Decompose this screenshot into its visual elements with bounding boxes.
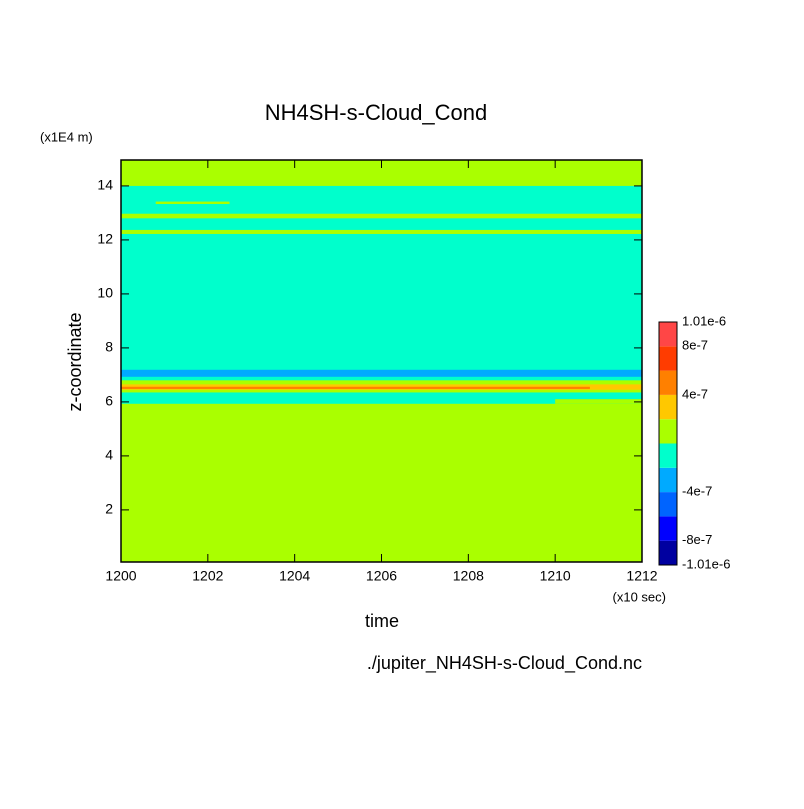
y-tick-label: 4: [105, 447, 113, 463]
y-tick-label: 2: [105, 501, 113, 517]
colorbar-frame: [658, 321, 678, 566]
x-tick-label: 1212: [626, 568, 657, 584]
y-tick-label: 10: [97, 285, 113, 301]
contour-band: [121, 229, 642, 234]
y-tick-label: 6: [105, 393, 113, 409]
colorbar-swatch: [659, 516, 677, 541]
colorbar-swatch: [659, 370, 677, 395]
file-label: ./jupiter_NH4SH-s-Cloud_Cond.nc: [367, 653, 642, 674]
colorbar-swatch: [659, 322, 677, 347]
colorbar-swatch: [659, 443, 677, 468]
contour-band: [121, 185, 642, 404]
contour-band: [155, 201, 230, 205]
colorbar-label: 4e-7: [682, 386, 708, 401]
x-tick-label: 1202: [192, 568, 223, 584]
colorbar-swatch: [659, 492, 677, 517]
y-tick-label: 12: [97, 231, 113, 247]
x-tick-label: 1204: [279, 568, 310, 584]
x-tick-label: 1210: [540, 568, 571, 584]
y-axis-label: z-coordinate: [65, 312, 85, 411]
colorbar-label: 8e-7: [682, 338, 708, 353]
colorbar-label: 1.01e-6: [682, 313, 726, 328]
chart-title: NH4SH-s-Cloud_Cond: [265, 100, 488, 125]
colorbar-label: -4e-7: [682, 484, 712, 499]
x-unit: (x10 sec): [613, 589, 666, 604]
contour-band: [121, 369, 642, 377]
y-tick-label: 8: [105, 339, 113, 355]
colorbar-swatch: [659, 346, 677, 371]
x-tick-label: 1200: [105, 568, 136, 584]
y-unit: (x1E4 m): [40, 129, 93, 144]
colorbar-label: -8e-7: [682, 532, 712, 547]
x-axis-label: time: [365, 611, 399, 631]
colorbar-swatch: [659, 467, 677, 493]
colorbar-swatch: [659, 540, 677, 565]
colorbar-swatch: [659, 394, 677, 420]
colorbar-label: -1.01e-6: [682, 556, 730, 571]
contour-band: [555, 399, 642, 404]
x-tick-label: 1208: [453, 568, 484, 584]
contour-band: [121, 213, 642, 219]
x-tick-label: 1206: [366, 568, 397, 584]
colorbar-swatch: [659, 419, 677, 444]
contour-band: [121, 386, 590, 389]
y-tick-label: 14: [97, 177, 113, 193]
